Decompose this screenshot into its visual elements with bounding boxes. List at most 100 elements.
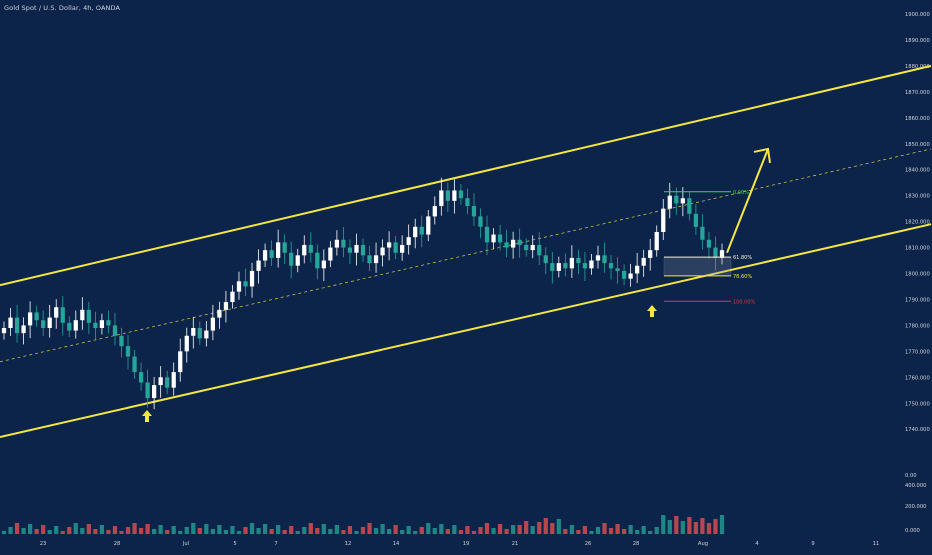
volume-bar: [243, 527, 248, 534]
candle-body: [706, 239, 712, 248]
volume-bar: [282, 530, 287, 534]
candle-body: [504, 242, 509, 248]
candle-body: [406, 237, 411, 245]
candle-body: [432, 206, 437, 217]
volume-bar: [158, 525, 163, 534]
volume-bar: [178, 531, 183, 534]
volume-bar: [93, 529, 98, 534]
candle-body: [80, 309, 85, 321]
volume-bar: [106, 530, 111, 534]
volume-bar: [236, 531, 242, 534]
volume-bar: [452, 525, 457, 534]
projection-arrow-head: [753, 147, 771, 164]
y-tick-label: 1840.000: [905, 168, 930, 174]
candle-body: [289, 252, 294, 266]
volume-bar: [249, 523, 255, 534]
volume-bar: [413, 531, 418, 534]
x-tick-label: 21: [512, 541, 519, 547]
volume-bar: [138, 528, 144, 534]
y-tick-label: 1790.000: [905, 297, 930, 303]
volume-bar: [341, 530, 346, 534]
candle-body: [262, 250, 268, 261]
volume-bar: [471, 531, 477, 534]
volume-bar: [191, 523, 196, 534]
candle-body: [321, 260, 326, 269]
volume-bar: [112, 526, 118, 534]
y-tick-label: 1880.000: [905, 64, 930, 70]
candle-body: [380, 247, 385, 256]
volume-bar: [706, 523, 712, 534]
candle-body: [608, 263, 614, 269]
volume-bar: [230, 526, 235, 534]
volume-bar: [197, 528, 202, 534]
volume-bar: [484, 523, 490, 534]
candle-body: [8, 317, 13, 328]
candle-body: [484, 226, 490, 243]
y-tick-label: 1830.000: [905, 194, 930, 200]
volume-bar: [315, 528, 320, 534]
volume-bar: [419, 527, 424, 534]
candle-body: [400, 244, 405, 253]
volume-bar: [511, 525, 516, 534]
volume-bar: [289, 526, 294, 534]
volume-bar: [543, 518, 548, 534]
y-tick-label: 1810.000: [905, 246, 930, 252]
candle-body: [171, 372, 176, 388]
x-tick-label: 23: [40, 541, 47, 547]
candle-body: [569, 257, 574, 269]
x-tick-label: 28: [114, 541, 121, 547]
candle-body: [145, 382, 150, 399]
candle-body: [315, 252, 320, 269]
candle-body: [112, 325, 118, 336]
volume-bar: [595, 527, 601, 534]
volume-bar: [256, 528, 261, 534]
candle-body: [302, 244, 307, 256]
volume-bar: [576, 530, 581, 534]
volume-bar: [321, 524, 326, 534]
candle-body: [413, 226, 418, 238]
candle-body: [445, 190, 450, 201]
candle-body: [21, 325, 26, 334]
candle-body: [393, 242, 398, 253]
candle-body: [648, 250, 653, 258]
volume-bar: [54, 526, 59, 534]
candle-body: [27, 312, 33, 326]
candle-body: [563, 263, 568, 269]
candle-body: [152, 385, 157, 399]
volume-bar: [458, 530, 464, 534]
y-tick-label: 1800.000: [905, 272, 930, 278]
x-tick-label: 4: [755, 541, 759, 547]
candle-body: [47, 317, 52, 328]
candle-body: [269, 250, 274, 258]
candle-body: [576, 257, 581, 264]
candle-body: [589, 260, 594, 269]
candle-body: [452, 190, 457, 201]
candle-body: [595, 255, 601, 261]
volume-bar: [602, 523, 607, 534]
candle-body: [106, 320, 111, 326]
volume-bar: [661, 515, 666, 534]
candle-body: [700, 226, 705, 240]
candle-body: [99, 320, 105, 328]
volume-bar: [132, 523, 137, 534]
x-tick-label: 14: [393, 541, 400, 547]
fib-level-label: 61.80%: [733, 255, 752, 261]
volume-bar: [60, 531, 65, 534]
candle-body: [1, 327, 7, 334]
x-tick-label: 12: [345, 541, 352, 547]
candle-body: [439, 190, 444, 207]
volume-bar: [615, 524, 620, 534]
volume-bar: [445, 529, 450, 534]
volume-bar: [302, 527, 307, 534]
volume-bar: [504, 529, 509, 534]
volume-bar: [347, 526, 353, 534]
volume-bar: [367, 523, 372, 534]
candle-body: [674, 195, 679, 204]
volume-bar: [432, 528, 437, 534]
candle-body: [602, 255, 607, 264]
x-tick-label: 9: [811, 541, 814, 547]
candle-body: [191, 327, 196, 336]
candle-body: [491, 234, 496, 243]
